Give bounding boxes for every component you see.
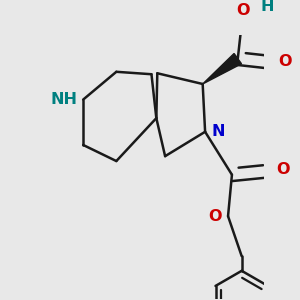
Text: O: O xyxy=(209,209,222,224)
Text: O: O xyxy=(276,162,289,177)
Text: H: H xyxy=(260,0,274,14)
Polygon shape xyxy=(203,53,242,84)
Text: O: O xyxy=(236,3,249,18)
Text: N: N xyxy=(212,124,225,139)
Text: O: O xyxy=(278,54,291,69)
Text: NH: NH xyxy=(50,92,77,107)
